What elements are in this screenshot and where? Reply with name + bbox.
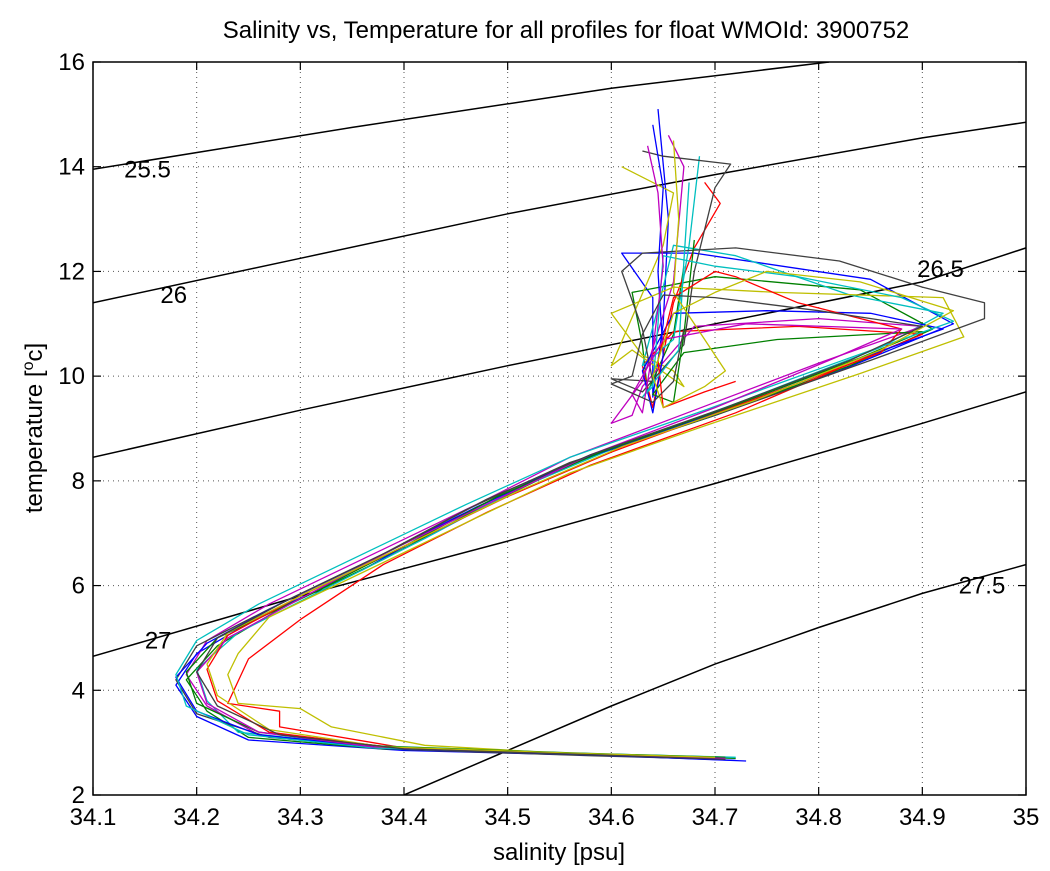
isopycnal-label: 27: [145, 628, 172, 655]
x-tick-label: 35: [1013, 804, 1040, 831]
y-tick-label: 8: [72, 468, 85, 495]
profile-line: [196, 145, 903, 760]
y-axis-title-sup: o: [20, 361, 37, 370]
y-tick-label: 10: [58, 363, 85, 390]
isopycnal-line: [93, 62, 830, 171]
y-axis-title-pre: temperature [: [21, 370, 48, 513]
x-tick-label: 34.2: [173, 804, 220, 831]
isopycnal-labels: 25.5 26 26.5 27 27.5: [124, 156, 1005, 654]
y-tick-label: 14: [58, 154, 85, 181]
profile-line: [185, 239, 923, 758]
isopycnal-label: 27.5: [959, 573, 1006, 600]
y-tick-label: 2: [72, 782, 85, 809]
x-tick-label: 34.5: [484, 804, 531, 831]
profile-line: [206, 140, 955, 758]
profile-line: [196, 294, 923, 761]
grid: [93, 62, 1026, 795]
isopycnal-label: 26.5: [917, 256, 964, 283]
y-tick-label: 12: [58, 258, 85, 285]
x-tick-label: 34.7: [692, 804, 739, 831]
isopycnal-label: 25.5: [124, 156, 171, 183]
x-tick-label: 34.9: [899, 804, 946, 831]
y-tick-label: 6: [72, 573, 85, 600]
profile-lines: [175, 109, 986, 762]
y-axis-title: temperature [oc]: [20, 343, 48, 513]
y-tick-label: 16: [58, 49, 85, 76]
isopycnal-label: 26: [160, 282, 187, 309]
plot-frame: [92, 61, 1027, 796]
axis-ticks: 34.1 34.2 34.3 34.4 34.5 34.6 34.7 34.8 34.9 35 2 4…: [58, 49, 1039, 831]
x-tick-label: 34.3: [277, 804, 324, 831]
y-tick-label: 4: [72, 677, 85, 704]
x-tick-label: 34.6: [588, 804, 635, 831]
x-tick-label: 34.8: [795, 804, 842, 831]
x-tick-label: 34.1: [70, 804, 117, 831]
isopycnal-line: [93, 121, 1026, 304]
profile-line: [175, 182, 955, 760]
chart-title: Salinity vs, Temperature for all profile…: [223, 17, 910, 44]
isopycnal-line: [93, 247, 1026, 459]
x-axis-title: salinity [psu]: [493, 839, 625, 866]
x-tick-label: 34.4: [381, 804, 428, 831]
y-axis-title-post: c]: [21, 343, 48, 362]
